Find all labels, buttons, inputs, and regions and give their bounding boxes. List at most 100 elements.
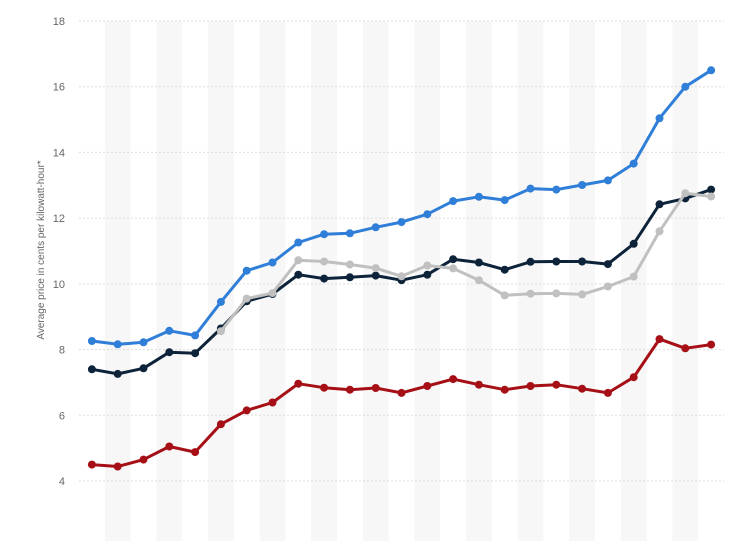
data-point[interactable]: [139, 455, 148, 464]
data-point[interactable]: [603, 282, 612, 291]
data-point[interactable]: [552, 257, 561, 266]
data-point[interactable]: [139, 338, 148, 347]
data-point[interactable]: [629, 373, 638, 382]
data-point[interactable]: [474, 380, 483, 389]
data-point[interactable]: [655, 200, 664, 209]
data-point[interactable]: [500, 291, 509, 300]
data-point[interactable]: [578, 290, 587, 299]
data-point[interactable]: [320, 257, 329, 266]
data-point[interactable]: [655, 227, 664, 236]
data-point[interactable]: [603, 176, 612, 185]
data-point[interactable]: [526, 257, 535, 266]
data-point[interactable]: [552, 185, 561, 194]
data-point[interactable]: [603, 260, 612, 269]
y-axis-ticks: 4 6 8 10 12 14 16 18: [53, 16, 65, 488]
data-point[interactable]: [294, 238, 303, 247]
data-point[interactable]: [629, 239, 638, 248]
data-point[interactable]: [655, 114, 664, 123]
series-line: [219, 191, 713, 333]
data-point[interactable]: [578, 384, 587, 393]
data-point[interactable]: [603, 388, 612, 397]
data-point[interactable]: [216, 327, 225, 336]
data-point[interactable]: [578, 257, 587, 266]
data-point[interactable]: [423, 210, 432, 219]
data-point[interactable]: [449, 255, 458, 264]
data-point[interactable]: [371, 264, 380, 273]
data-point[interactable]: [655, 335, 664, 344]
data-point[interactable]: [397, 388, 406, 397]
data-point[interactable]: [449, 264, 458, 273]
data-point[interactable]: [191, 349, 200, 358]
data-point[interactable]: [707, 340, 716, 349]
data-point[interactable]: [113, 369, 122, 378]
data-point[interactable]: [474, 276, 483, 285]
series-1: [87, 66, 716, 349]
data-point[interactable]: [500, 385, 509, 394]
data-point[interactable]: [526, 382, 535, 390]
data-point[interactable]: [294, 256, 303, 265]
data-point[interactable]: [345, 385, 354, 394]
data-point[interactable]: [629, 159, 638, 168]
plot-band: [104, 21, 131, 541]
data-point[interactable]: [371, 384, 380, 392]
data-point[interactable]: [294, 270, 303, 279]
data-point[interactable]: [707, 192, 716, 201]
data-point[interactable]: [526, 184, 535, 193]
data-point[interactable]: [320, 274, 329, 283]
data-point[interactable]: [242, 406, 251, 415]
data-point[interactable]: [526, 289, 535, 298]
data-point[interactable]: [139, 364, 148, 373]
data-point[interactable]: [345, 229, 354, 238]
data-point[interactable]: [449, 375, 458, 384]
data-point[interactable]: [242, 294, 251, 303]
data-point[interactable]: [191, 448, 200, 457]
data-point[interactable]: [268, 289, 277, 298]
data-point[interactable]: [87, 460, 96, 469]
data-point[interactable]: [500, 265, 509, 274]
series-line: [90, 337, 713, 468]
data-point[interactable]: [165, 326, 174, 335]
data-point[interactable]: [216, 297, 225, 306]
data-point[interactable]: [165, 348, 174, 357]
data-point[interactable]: [165, 442, 174, 451]
data-point[interactable]: [268, 258, 277, 267]
data-point[interactable]: [423, 261, 432, 270]
data-point[interactable]: [681, 82, 690, 91]
data-point[interactable]: [397, 218, 406, 227]
data-point[interactable]: [449, 197, 458, 206]
data-point[interactable]: [345, 273, 354, 282]
data-point[interactable]: [320, 230, 329, 239]
plot-band: [517, 21, 544, 541]
data-point[interactable]: [87, 365, 96, 374]
data-point[interactable]: [629, 272, 638, 281]
data-point[interactable]: [113, 462, 122, 471]
data-point[interactable]: [113, 340, 122, 349]
data-point[interactable]: [681, 189, 690, 198]
data-point[interactable]: [320, 383, 329, 392]
data-point[interactable]: [707, 185, 716, 194]
plot-band: [208, 21, 234, 541]
data-point[interactable]: [191, 331, 200, 340]
data-point[interactable]: [371, 271, 380, 280]
data-point[interactable]: [87, 337, 96, 345]
data-point[interactable]: [423, 270, 432, 279]
y-tick-label: 8: [59, 345, 65, 357]
data-point[interactable]: [578, 181, 587, 189]
data-point[interactable]: [397, 272, 406, 281]
data-point[interactable]: [371, 223, 380, 232]
data-point[interactable]: [474, 192, 483, 201]
data-point[interactable]: [345, 260, 354, 269]
data-point[interactable]: [423, 382, 432, 390]
data-point[interactable]: [681, 344, 690, 353]
data-point[interactable]: [474, 258, 483, 267]
data-point[interactable]: [552, 289, 561, 298]
data-point[interactable]: [294, 379, 303, 388]
data-point[interactable]: [216, 420, 225, 429]
y-tick-label: 4: [59, 476, 65, 488]
data-point[interactable]: [707, 66, 716, 75]
data-point[interactable]: [500, 196, 509, 205]
data-point[interactable]: [242, 266, 251, 275]
data-point[interactable]: [552, 380, 561, 389]
data-point[interactable]: [268, 398, 277, 407]
